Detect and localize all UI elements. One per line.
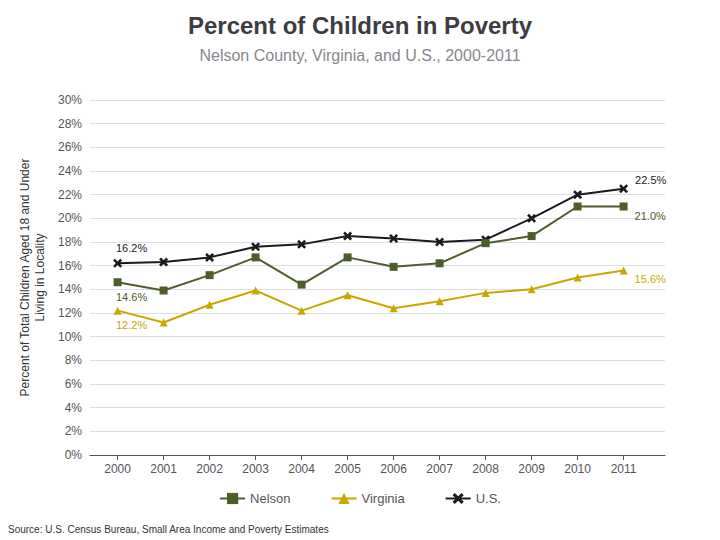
svg-text:12.2%: 12.2% — [116, 319, 147, 331]
svg-text:20%: 20% — [58, 211, 82, 225]
svg-text:Source: U.S. Census Bureau, Sm: Source: U.S. Census Bureau, Small Area I… — [8, 524, 329, 535]
svg-text:15.6%: 15.6% — [635, 273, 666, 285]
svg-text:0%: 0% — [65, 448, 83, 462]
svg-text:Living in Locality: Living in Locality — [33, 233, 47, 321]
svg-text:2001: 2001 — [150, 462, 177, 476]
svg-text:Percent of Children in Poverty: Percent of Children in Poverty — [188, 12, 533, 39]
svg-text:2006: 2006 — [380, 462, 407, 476]
svg-text:2009: 2009 — [518, 462, 545, 476]
svg-text:30%: 30% — [58, 93, 82, 107]
svg-text:U.S.: U.S. — [476, 491, 501, 506]
svg-text:22.5%: 22.5% — [635, 174, 666, 186]
svg-text:22%: 22% — [58, 188, 82, 202]
svg-text:12%: 12% — [58, 306, 82, 320]
svg-text:2010: 2010 — [564, 462, 591, 476]
svg-text:Nelson: Nelson — [250, 491, 290, 506]
svg-text:2005: 2005 — [334, 462, 361, 476]
svg-text:2007: 2007 — [426, 462, 453, 476]
svg-text:14.6%: 14.6% — [116, 291, 147, 303]
svg-text:2011: 2011 — [611, 462, 637, 476]
svg-text:2%: 2% — [65, 424, 83, 438]
svg-text:16%: 16% — [58, 259, 82, 273]
svg-text:14%: 14% — [58, 282, 82, 296]
svg-text:Nelson County, Virginia, and U: Nelson County, Virginia, and U.S., 2000-… — [199, 47, 520, 64]
svg-text:24%: 24% — [58, 164, 82, 178]
svg-text:Virginia: Virginia — [362, 491, 406, 506]
svg-text:6%: 6% — [65, 377, 83, 391]
svg-text:10%: 10% — [58, 330, 82, 344]
svg-text:28%: 28% — [58, 117, 82, 131]
svg-text:2004: 2004 — [288, 462, 315, 476]
svg-text:8%: 8% — [65, 353, 83, 367]
svg-text:2000: 2000 — [104, 462, 131, 476]
svg-text:2003: 2003 — [242, 462, 269, 476]
svg-text:26%: 26% — [58, 140, 82, 154]
svg-text:4%: 4% — [65, 401, 83, 415]
svg-text:Percent of Total Children Aged: Percent of Total Children Aged 18 and Un… — [18, 159, 32, 397]
svg-text:2002: 2002 — [196, 462, 223, 476]
svg-text:16.2%: 16.2% — [116, 242, 147, 254]
svg-text:21.0%: 21.0% — [635, 210, 666, 222]
svg-text:2008: 2008 — [472, 462, 499, 476]
svg-text:18%: 18% — [58, 235, 82, 249]
